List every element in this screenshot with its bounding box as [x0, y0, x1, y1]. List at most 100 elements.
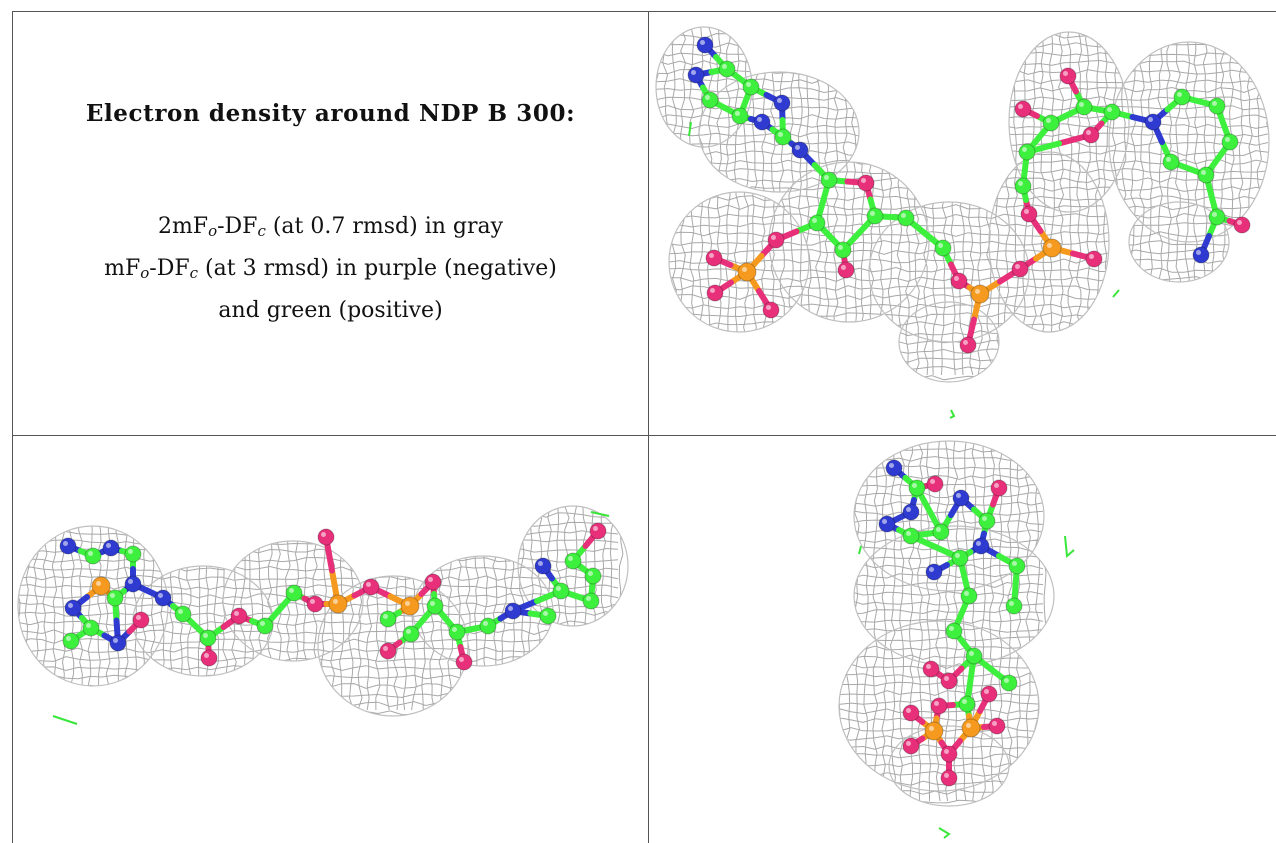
atom-o	[1233, 216, 1251, 234]
atom-c	[951, 549, 969, 567]
atom-c	[834, 241, 852, 259]
atom-n	[1192, 246, 1210, 264]
table-divider-vertical	[648, 11, 649, 843]
atom-c	[718, 60, 736, 78]
atom-c	[897, 209, 915, 227]
density-mesh	[17, 505, 629, 717]
caption-legend: 2mFo-DFc (at 0.7 rmsd) in gray mFo-DFc (…	[12, 208, 649, 330]
atom-n	[64, 599, 82, 617]
atom-o	[930, 697, 948, 715]
atom-o	[424, 573, 442, 591]
caption-line-green: and green (positive)	[218, 298, 443, 323]
atom-o	[1011, 260, 1029, 278]
atom-c	[479, 617, 497, 635]
caption-cell: Electron density around NDP B 300: 2mFo-…	[12, 12, 649, 435]
atom-c	[256, 617, 274, 635]
atom-o	[940, 769, 958, 787]
atom-c	[62, 632, 80, 650]
atom-c	[774, 128, 792, 146]
atom-o	[132, 611, 150, 629]
atom-o	[837, 261, 855, 279]
atom-n	[902, 503, 920, 521]
atom-c	[1000, 674, 1018, 692]
atom-p	[924, 721, 944, 741]
atom-c	[285, 584, 303, 602]
atom-c	[106, 589, 124, 607]
ndp-density-view-2	[17, 505, 629, 725]
atom-o	[857, 174, 875, 192]
atom-o	[1020, 205, 1038, 223]
atom-p	[970, 284, 990, 304]
atom-c	[820, 171, 838, 189]
table-border-left	[12, 11, 13, 843]
atom-o	[705, 249, 723, 267]
atom-n	[102, 539, 120, 557]
atom-o	[306, 595, 324, 613]
density-mesh	[838, 440, 1055, 807]
atom-c	[539, 607, 557, 625]
atom-n	[885, 459, 903, 477]
atom-o	[922, 660, 940, 678]
positive-density-blips	[858, 535, 1075, 839]
atom-c	[199, 629, 217, 647]
caption-line-mfo-dfc: mFo-DFc (at 3 rmsd) in purple (negative)	[104, 256, 557, 282]
atom-o	[988, 717, 1006, 735]
atom-p	[737, 262, 757, 282]
atom-o	[455, 653, 473, 671]
atoms	[59, 522, 607, 671]
atom-c	[1221, 133, 1239, 151]
atom-o	[902, 737, 920, 755]
atom-c	[1103, 103, 1121, 121]
ndp-density-view-3	[838, 440, 1075, 839]
atom-p	[1042, 238, 1062, 258]
caption-line-2mfo-dfc: 2mFo-DFc (at 0.7 rmsd) in gray	[157, 214, 504, 240]
atom-n	[687, 66, 705, 84]
atom-c	[1018, 143, 1036, 161]
atom-c	[402, 625, 420, 643]
atom-c	[448, 623, 466, 641]
atom-c	[958, 695, 976, 713]
atom-c	[552, 582, 570, 600]
atom-o	[950, 272, 968, 290]
atom-c	[742, 78, 760, 96]
density-panel-bottom-left	[13, 436, 648, 843]
positive-density-blips	[688, 121, 1120, 419]
atom-c	[1208, 208, 1226, 226]
atoms	[687, 36, 1251, 354]
atom-n	[952, 489, 970, 507]
atom-n	[124, 575, 142, 593]
atom-o	[940, 745, 958, 763]
atom-c	[902, 527, 920, 545]
atom-o	[230, 607, 248, 625]
atom-c	[1042, 114, 1060, 132]
atom-c	[564, 552, 582, 570]
atom-c	[945, 622, 963, 640]
atom-c	[1008, 557, 1026, 575]
atom-n	[109, 634, 127, 652]
atom-o	[990, 479, 1008, 497]
atom-n	[878, 515, 896, 533]
atom-c	[84, 547, 102, 565]
caption-title: Electron density around NDP B 300:	[85, 100, 576, 127]
atom-c	[731, 107, 749, 125]
atom-c	[978, 512, 996, 530]
atom-o	[980, 685, 998, 703]
atom-c	[1197, 166, 1215, 184]
atom-c	[1005, 597, 1023, 615]
atom-o	[767, 231, 785, 249]
atom-n	[753, 113, 771, 131]
atom-c	[960, 587, 978, 605]
atom-n	[59, 537, 77, 555]
atom-o	[1085, 250, 1103, 268]
atom-o	[762, 301, 780, 319]
atom-c	[82, 619, 100, 637]
atom-n	[154, 589, 172, 607]
atom-c	[174, 605, 192, 623]
atom-o	[959, 336, 977, 354]
atom-c	[124, 545, 142, 563]
density-panel-bottom-right	[649, 436, 1276, 843]
atom-c	[1162, 153, 1180, 171]
atom-o	[926, 475, 944, 493]
atom-c	[1173, 88, 1191, 106]
atom-n	[1144, 113, 1162, 131]
